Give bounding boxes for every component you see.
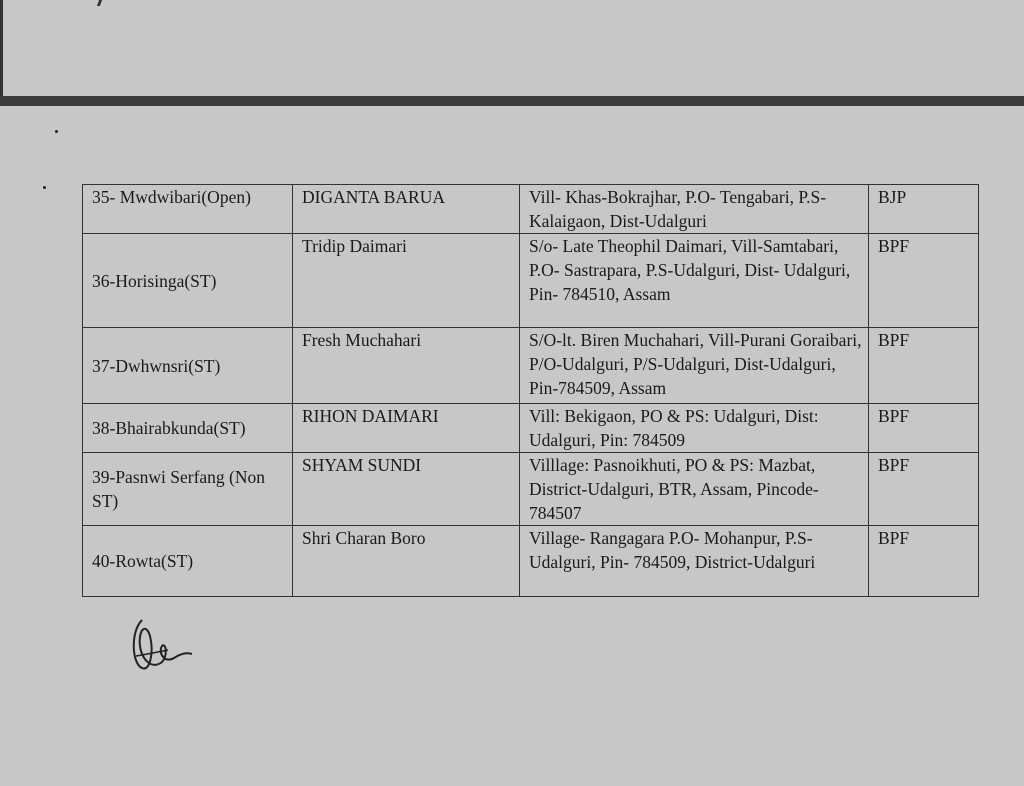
party-cell: BPF xyxy=(868,327,979,404)
candidates-table: 35- Mwdwibari(Open) DIGANTA BARUA Vill- Kh… xyxy=(82,184,979,597)
address-cell: S/O-lt. Biren Muchahari, Vill-Purani Gor… xyxy=(519,327,869,404)
constituency-cell: 39-Pasnwi Serfang (Non ST) xyxy=(82,452,293,526)
constituency-cell: 40-Rowta(ST) xyxy=(82,525,293,597)
party-cell: BPF xyxy=(868,233,979,328)
table-row: 38-Bhairabkunda(ST) RIHON DAIMARI Vill: Be… xyxy=(82,403,979,453)
table-row: 37-Dwhwnsri(ST) Fresh Muchahari S/O-lt. Bi… xyxy=(82,327,979,404)
party-cell: BPF xyxy=(868,525,979,597)
previous-page-section xyxy=(0,0,1024,96)
scan-speck xyxy=(55,130,58,133)
address-cell: Vill: Bekigaon, PO & PS: Udalguri, Dist:… xyxy=(519,403,869,453)
page-divider xyxy=(0,96,1024,106)
party-cell: BJP xyxy=(868,184,979,234)
scan-speck xyxy=(43,186,46,189)
candidate-cell: RIHON DAIMARI xyxy=(292,403,520,453)
constituency-cell: 38-Bhairabkunda(ST) xyxy=(82,403,293,453)
address-cell: S/o- Late Theophil Daimari, Vill-Samtaba… xyxy=(519,233,869,328)
constituency-cell: 37-Dwhwnsri(ST) xyxy=(82,327,293,404)
candidate-cell: Shri Charan Boro xyxy=(292,525,520,597)
party-cell: BPF xyxy=(868,452,979,526)
candidate-cell: Fresh Muchahari xyxy=(292,327,520,404)
address-cell: Vill- Khas-Bokrajhar, P.O- Tengabari, P.… xyxy=(519,184,869,234)
table-row: 40-Rowta(ST) Shri Charan Boro Village- Ran… xyxy=(82,525,979,597)
party-cell: BPF xyxy=(868,403,979,453)
table-row: 36-Horisinga(ST) Tridip Daimari S/o- Late … xyxy=(82,233,979,328)
signature xyxy=(132,619,193,670)
address-cell: Villlage: Pasnoikhuti, PO & PS: Mazbat, … xyxy=(519,452,869,526)
constituency-cell: 36-Horisinga(ST) xyxy=(82,233,293,328)
table-row: 35- Mwdwibari(Open) DIGANTA BARUA Vill- Kh… xyxy=(82,184,979,234)
candidate-cell: SHYAM SUNDI xyxy=(292,452,520,526)
candidate-cell: DIGANTA BARUA xyxy=(292,184,520,234)
constituency-cell: 35- Mwdwibari(Open) xyxy=(82,184,293,234)
candidate-cell: Tridip Daimari xyxy=(292,233,520,328)
address-cell: Village- Rangagara P.O- Mohanpur, P.S- U… xyxy=(519,525,869,597)
table-row: 39-Pasnwi Serfang (Non ST) SHYAM SUNDI Vil… xyxy=(82,452,979,526)
